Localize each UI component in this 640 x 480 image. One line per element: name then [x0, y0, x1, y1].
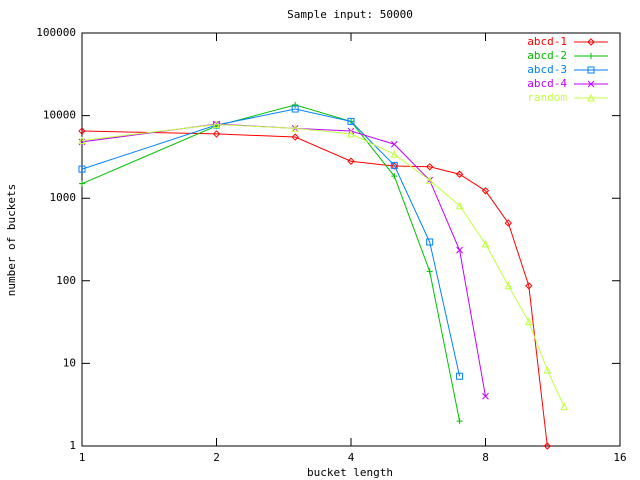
point-marker	[543, 365, 552, 374]
point-marker	[482, 392, 489, 400]
point-marker	[78, 136, 86, 144]
point-marker	[456, 372, 464, 380]
point-marker	[456, 418, 463, 425]
legend-label: abcd-1	[527, 35, 567, 48]
x-tick-label: 8	[482, 451, 489, 464]
point-marker	[292, 101, 299, 108]
chart-title: Sample input: 50000	[287, 8, 413, 21]
point-marker	[390, 140, 398, 148]
point-marker	[560, 402, 568, 411]
y-tick-label: 1	[69, 439, 76, 452]
point-marker	[425, 176, 434, 184]
x-tick-label: 2	[213, 451, 220, 464]
point-marker	[426, 268, 433, 275]
legend-label: abcd-2	[527, 49, 567, 62]
y-tick-label: 10	[63, 356, 76, 369]
legend-label: random	[527, 91, 567, 104]
point-marker	[525, 282, 533, 290]
x-axis-label: bucket length	[307, 466, 393, 479]
point-marker	[455, 170, 464, 178]
series-line	[81, 124, 565, 407]
point-marker	[78, 165, 86, 173]
point-marker	[291, 105, 299, 113]
point-marker	[425, 163, 434, 171]
y-axis-label: number of buckets	[5, 184, 18, 297]
x-tick-label: 4	[348, 451, 355, 464]
series-line	[81, 130, 548, 447]
legend-label: abcd-3	[527, 63, 567, 76]
point-marker	[504, 219, 513, 227]
legend-marker	[588, 53, 594, 59]
point-marker	[347, 129, 355, 138]
point-marker	[543, 442, 552, 450]
point-marker	[390, 161, 398, 169]
point-marker	[481, 187, 490, 195]
y-tick-label: 10000	[43, 109, 76, 122]
point-marker	[79, 180, 85, 187]
x-tick-label: 16	[613, 451, 626, 464]
y-tick-label: 1000	[50, 191, 77, 204]
point-marker	[212, 120, 221, 129]
legend-marker	[587, 66, 595, 74]
point-marker	[426, 238, 434, 246]
y-tick-label: 100	[56, 274, 76, 287]
point-marker	[524, 317, 533, 326]
point-marker	[347, 157, 355, 165]
legend-marker	[587, 93, 595, 102]
legend-marker	[587, 38, 595, 46]
point-marker	[212, 130, 221, 138]
point-marker	[78, 127, 86, 135]
x-tick-label: 1	[79, 451, 86, 464]
point-marker	[391, 173, 398, 180]
point-marker	[291, 133, 299, 141]
y-tick-label: 100000	[36, 26, 76, 39]
legend-label: abcd-4	[527, 77, 567, 90]
legend-marker	[587, 80, 595, 88]
point-marker	[456, 246, 463, 254]
point-marker	[504, 281, 513, 290]
point-marker	[390, 150, 399, 158]
point-marker	[455, 201, 464, 210]
point-marker	[347, 117, 355, 125]
point-marker	[481, 239, 490, 248]
point-marker	[291, 124, 299, 132]
